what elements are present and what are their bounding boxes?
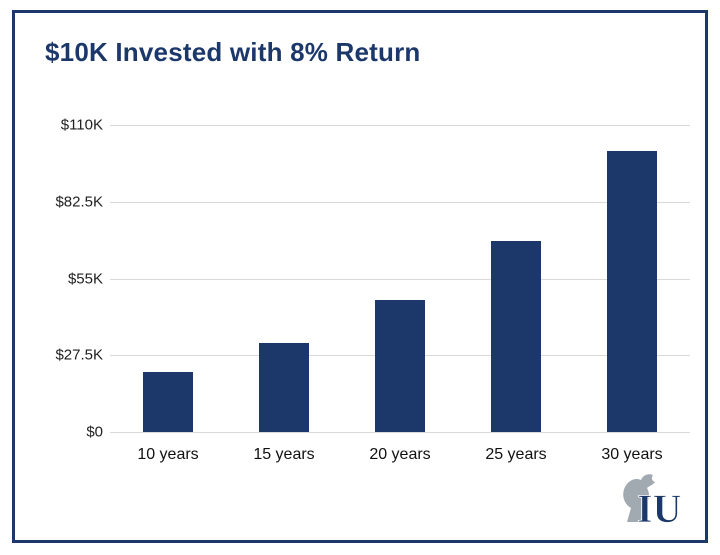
y-tick-label: $27.5K — [55, 346, 103, 364]
x-tick-label: 20 years — [369, 446, 431, 463]
bar-25-years — [491, 240, 541, 432]
logo-letters: IU — [637, 486, 681, 528]
bar-column — [458, 125, 574, 432]
y-tick-label: $0 — [86, 423, 103, 441]
y-tick-label: $55K — [67, 270, 103, 287]
gridline — [110, 432, 690, 433]
bar-30-years — [607, 151, 657, 432]
y-axis: $110K $82.5K $55K $27.5K $0 — [33, 117, 103, 441]
gridline — [110, 125, 690, 126]
x-axis: 10 years 15 years 20 years 25 years 30 years — [110, 440, 690, 464]
bar-column — [342, 125, 458, 432]
gridline — [110, 278, 690, 280]
bar-10-years — [143, 371, 193, 432]
x-tick-label: 15 years — [253, 446, 315, 463]
bars-container — [110, 125, 690, 432]
y-tick-label: $82.5K — [55, 193, 103, 211]
bar-column — [574, 125, 690, 432]
x-tick-label: 30 years — [601, 446, 663, 463]
bar-20-years — [375, 300, 425, 432]
plot-wrap — [110, 125, 690, 433]
bar-15-years — [259, 342, 309, 432]
bar-column — [110, 125, 226, 432]
chart-title: $10K Invested with 8% Return — [45, 37, 421, 67]
bar-column — [226, 125, 342, 432]
chart-card: $10K Invested with 8% Return $110K $82.5K… — [12, 10, 708, 543]
x-tick-label: 10 years — [137, 446, 199, 463]
y-tick-label: $110K — [60, 116, 103, 134]
lion-logo-icon: IU — [623, 474, 682, 531]
gridline — [110, 201, 690, 203]
brand-logo: IU — [611, 472, 682, 531]
x-tick-label: 25 years — [485, 446, 547, 463]
